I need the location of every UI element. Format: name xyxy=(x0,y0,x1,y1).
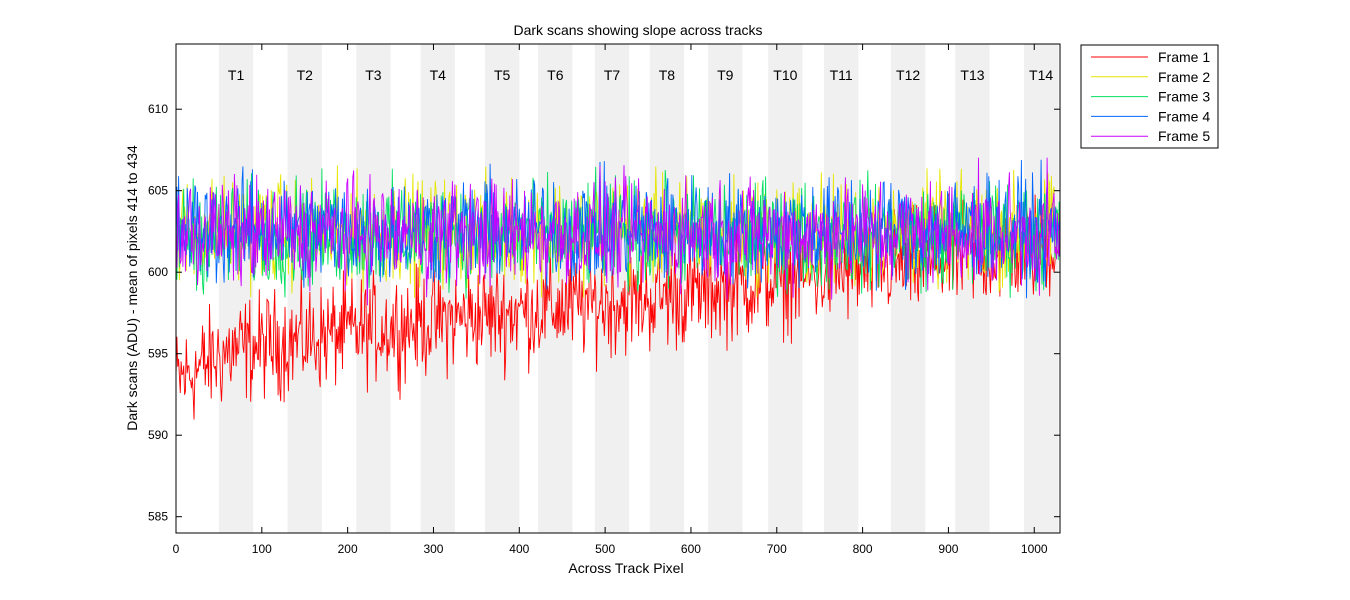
legend-label-frame-1: Frame 1 xyxy=(1158,49,1210,65)
x-tick-label: 600 xyxy=(681,542,701,556)
track-band-t14 xyxy=(1023,44,1059,533)
legend-label-frame-2: Frame 2 xyxy=(1158,69,1210,85)
track-band-t12 xyxy=(890,44,926,533)
track-label-t11: T11 xyxy=(830,67,853,83)
track-band-t1 xyxy=(218,44,254,533)
track-label-t13: T13 xyxy=(960,67,984,83)
legend: Frame 1 Frame 2 Frame 3 Frame 4 Frame 5 xyxy=(1080,44,1219,149)
series-line-frame-5 xyxy=(175,157,1061,306)
x-tick-label: 100 xyxy=(252,542,272,556)
x-tick-label: 500 xyxy=(595,542,615,556)
series-lines xyxy=(175,157,1061,420)
y-tick-label: 590 xyxy=(148,428,168,442)
track-label-t1: T1 xyxy=(228,67,245,83)
y-axis: 585 590 595 600 605 610 xyxy=(148,102,1060,524)
x-tick-label: 300 xyxy=(423,542,443,556)
y-tick-label: 600 xyxy=(148,265,168,279)
legend-label-frame-4: Frame 4 xyxy=(1158,108,1210,124)
x-axis: 0 100 200 300 400 500 600 700 800 900 1000 xyxy=(173,44,1048,556)
y-axis-label: Dark scans (ADU) - mean of pixels 414 to… xyxy=(124,145,140,431)
track-band-t4 xyxy=(420,44,455,533)
x-tick-label: 1000 xyxy=(1021,542,1048,556)
x-tick-label: 700 xyxy=(767,542,787,556)
track-label-t5: T5 xyxy=(494,67,511,83)
y-tick-label: 585 xyxy=(148,510,168,524)
track-label-t4: T4 xyxy=(430,67,447,83)
track-labels: T1 T2 T3 T4 T5 T6 T7 T8 T9 T10 T11 T12 T13 T14 xyxy=(228,67,1053,83)
track-label-t7: T7 xyxy=(604,67,621,83)
chart-title: Dark scans showing slope across tracks xyxy=(514,22,763,38)
plot-frame xyxy=(175,43,1061,534)
track-label-t3: T3 xyxy=(365,67,382,83)
x-tick-label: 900 xyxy=(938,542,958,556)
track-label-t12: T12 xyxy=(896,67,920,83)
y-tick-label: 605 xyxy=(148,184,168,198)
legend-label-frame-5: Frame 5 xyxy=(1158,128,1210,144)
legend-label-frame-3: Frame 3 xyxy=(1158,89,1210,105)
track-band-t13 xyxy=(955,44,990,533)
track-label-t8: T8 xyxy=(659,67,676,83)
track-bands xyxy=(218,44,1059,533)
track-band-t5 xyxy=(484,44,520,533)
x-tick-label: 200 xyxy=(338,542,358,556)
track-label-t6: T6 xyxy=(547,67,564,83)
track-band-t2 xyxy=(287,44,322,533)
track-label-t9: T9 xyxy=(717,67,734,83)
x-tick-label: 800 xyxy=(853,542,873,556)
x-tick-label: 400 xyxy=(509,542,529,556)
track-label-t2: T2 xyxy=(297,67,314,83)
x-axis-label: Across Track Pixel xyxy=(568,560,683,576)
track-label-t14: T14 xyxy=(1029,67,1053,83)
y-tick-label: 610 xyxy=(148,102,168,116)
x-tick-label: 0 xyxy=(173,542,180,556)
track-label-t10: T10 xyxy=(773,67,797,83)
y-tick-label: 595 xyxy=(148,347,168,361)
